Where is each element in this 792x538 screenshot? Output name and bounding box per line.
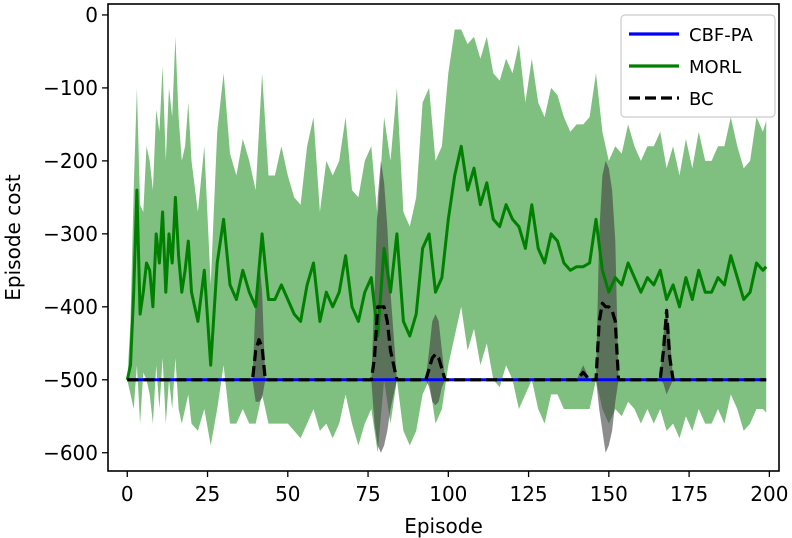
line-morl <box>125 144 768 381</box>
y-tick-label: −300 <box>43 222 98 246</box>
y-tick-label: −600 <box>43 441 98 465</box>
x-tick-label: 175 <box>670 482 708 506</box>
plot-frame <box>107 3 780 472</box>
y-tick-label: −500 <box>43 368 98 392</box>
legend-label: BC <box>689 89 714 110</box>
legend: CBF-PA MORL BC <box>620 14 776 118</box>
series-lines <box>125 144 768 382</box>
legend-label: CBF-PA <box>689 25 753 46</box>
legend-box <box>620 14 776 118</box>
y-axis-label: Episode cost <box>1 174 25 301</box>
y-tick-label: −100 <box>43 76 98 100</box>
y-tick-label: −200 <box>43 149 98 173</box>
line-bc <box>127 301 767 382</box>
y-tick-label: 0 <box>85 3 98 27</box>
x-tick-label: 150 <box>590 482 628 506</box>
y-tick-label: −400 <box>43 295 98 319</box>
legend-label: MORL <box>689 57 741 78</box>
x-tick-label: 125 <box>509 482 547 506</box>
x-axis-label: Episode <box>404 514 483 538</box>
x-tick-label: 100 <box>429 482 467 506</box>
x-tick-label: 25 <box>195 482 220 506</box>
x-tick-label: 200 <box>750 482 788 506</box>
x-axis-ticks: 0 25 50 75 100 125 150 175 200 <box>121 471 788 506</box>
x-tick-label: 50 <box>275 482 300 506</box>
y-axis-ticks: 0 −100 −200 −300 −400 −500 −600 <box>43 3 108 465</box>
x-tick-label: 75 <box>355 482 380 506</box>
x-tick-label: 0 <box>121 482 134 506</box>
